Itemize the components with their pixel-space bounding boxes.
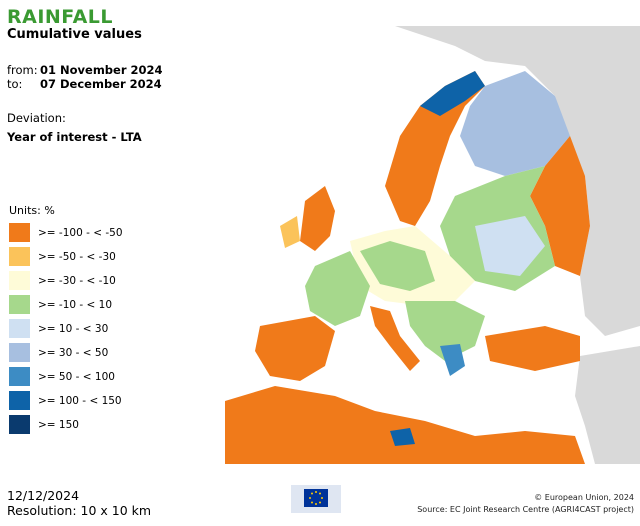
italy [370, 306, 420, 371]
legend-label: >= -30 - < -10 [38, 274, 116, 287]
legend-swatch [9, 367, 30, 386]
legend-item: >= 150 [9, 414, 123, 435]
legend-swatch [9, 319, 30, 338]
source: Source: EC Joint Research Centre (AGRI4C… [417, 505, 634, 514]
legend-label: >= -100 - < -50 [38, 226, 123, 239]
legend-label: >= 10 - < 30 [38, 322, 109, 335]
legend-item: >= 30 - < 50 [9, 342, 123, 363]
black-sea [490, 299, 550, 323]
balkans [405, 301, 485, 361]
map-title: RAINFALL [7, 6, 114, 28]
resolution: Resolution: 10 x 10 km [7, 503, 152, 518]
central-europe-green [360, 241, 435, 291]
greece [440, 344, 465, 376]
turkey [485, 326, 580, 371]
legend-item: >= 50 - < 100 [9, 366, 123, 387]
legend-item: >= -10 - < 10 [9, 294, 123, 315]
ireland [280, 216, 300, 248]
legend-units: Units: % [9, 204, 55, 217]
legend-label: >= -10 - < 10 [38, 298, 113, 311]
legend-label: >= 100 - < 150 [38, 394, 122, 407]
european-commission-logo [291, 485, 341, 513]
north-africa-blue [390, 428, 415, 446]
legend-label: >= 30 - < 50 [38, 346, 109, 359]
uk-ireland [300, 186, 335, 251]
france [305, 251, 370, 326]
legend-swatch [9, 391, 30, 410]
deviation-value: Year of interest - LTA [7, 130, 142, 144]
legend-swatch [9, 415, 30, 434]
eu-flag-icon [304, 489, 328, 507]
legend-swatch [9, 223, 30, 242]
legend-label: >= -50 - < -30 [38, 250, 116, 263]
legend-item: >= 100 - < 150 [9, 390, 123, 411]
legend-label: >= 50 - < 100 [38, 370, 115, 383]
scandinavia-north [420, 71, 485, 116]
credits: © European Union, 2024 Source: EC Joint … [417, 492, 634, 516]
deviation-label: Deviation: [7, 111, 66, 125]
to-label: to: [7, 77, 23, 91]
legend-item: >= 10 - < 30 [9, 318, 123, 339]
legend-label: >= 150 [38, 418, 79, 431]
non-data-land-south [575, 346, 640, 464]
legend-swatch [9, 343, 30, 362]
non-data-land [395, 26, 640, 336]
iberia [255, 316, 335, 381]
eu-stars-icon [309, 491, 323, 505]
finland-russia [460, 71, 570, 176]
north-africa [225, 386, 585, 464]
scandinavia [385, 71, 485, 226]
legend: Units: % >= -100 - < -50 >= -50 - < -30 >=… [9, 204, 123, 438]
copyright: © European Union, 2024 [534, 493, 634, 502]
to-date: 07 December 2024 [40, 77, 162, 91]
map-subtitle: Cumulative values [7, 27, 142, 42]
legend-swatch [9, 295, 30, 314]
period-info: from: 01 November 2024 to: 07 December 2… [7, 63, 163, 91]
legend-item: >= -100 - < -50 [9, 222, 123, 243]
legend-items: >= -100 - < -50 >= -50 - < -30 >= -30 - < … [9, 222, 123, 435]
legend-item: >= -50 - < -30 [9, 246, 123, 267]
legend-item: >= -30 - < -10 [9, 270, 123, 291]
rainfall-map [185, 26, 640, 464]
legend-swatch [9, 247, 30, 266]
from-label: from: [7, 63, 38, 77]
ukraine-blue [475, 216, 545, 276]
issue-date: 12/12/2024 [7, 488, 80, 503]
russia-central [530, 136, 590, 276]
from-date: 01 November 2024 [40, 63, 163, 77]
map-footer-info: 12/12/2024 Resolution: 10 x 10 km [7, 488, 151, 518]
legend-swatch [9, 271, 30, 290]
